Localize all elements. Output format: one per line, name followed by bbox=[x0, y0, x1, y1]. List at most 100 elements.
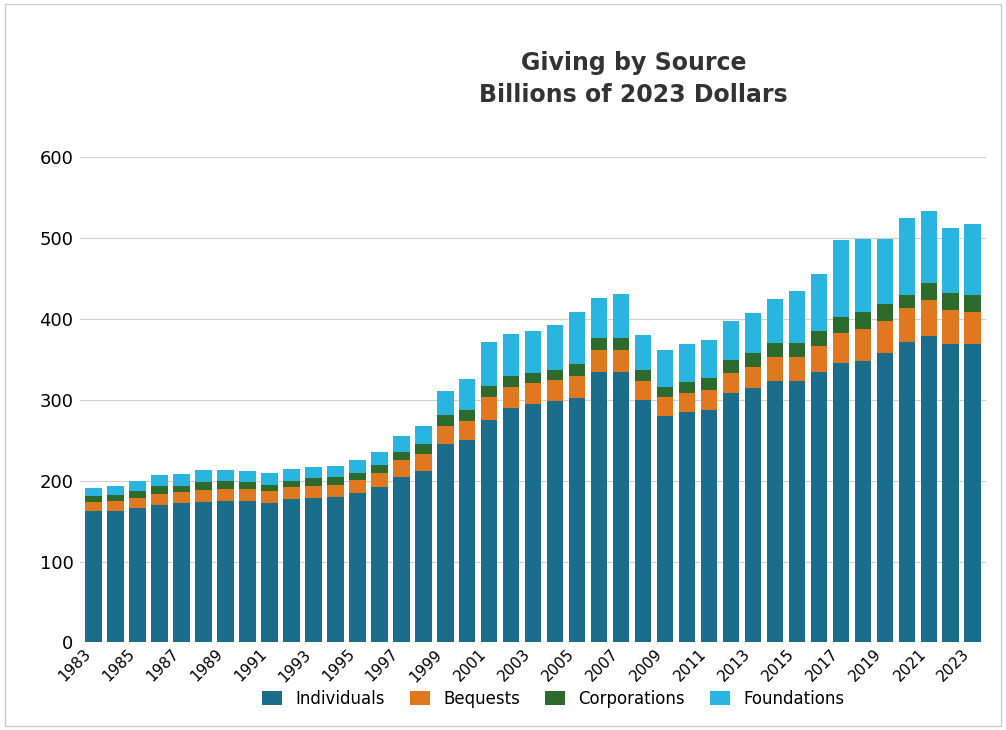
Bar bbox=[349, 472, 365, 480]
Bar bbox=[349, 461, 365, 472]
Bar bbox=[130, 498, 146, 508]
Bar bbox=[217, 470, 233, 482]
Bar bbox=[239, 483, 256, 489]
Bar bbox=[789, 381, 805, 642]
Bar bbox=[415, 426, 432, 445]
Bar bbox=[811, 331, 827, 345]
Bar bbox=[349, 480, 365, 493]
Bar bbox=[173, 492, 190, 503]
Bar bbox=[371, 465, 387, 473]
Bar bbox=[811, 345, 827, 372]
Bar bbox=[305, 478, 322, 485]
Bar bbox=[767, 357, 783, 381]
Bar bbox=[415, 454, 432, 471]
Bar bbox=[459, 410, 476, 420]
Bar bbox=[722, 360, 739, 373]
Bar bbox=[284, 487, 300, 499]
Bar bbox=[613, 339, 630, 350]
Bar bbox=[86, 502, 102, 510]
Bar bbox=[547, 370, 563, 380]
Bar bbox=[86, 488, 102, 496]
Bar bbox=[722, 393, 739, 642]
Bar bbox=[525, 331, 541, 373]
Bar bbox=[108, 501, 124, 510]
Bar bbox=[613, 372, 630, 642]
Bar bbox=[898, 307, 915, 342]
Bar bbox=[876, 320, 893, 353]
Bar bbox=[701, 378, 717, 390]
Bar bbox=[327, 485, 344, 497]
Bar bbox=[613, 350, 630, 372]
Bar bbox=[437, 426, 454, 445]
Bar bbox=[130, 491, 146, 498]
Bar bbox=[327, 466, 344, 477]
Bar bbox=[503, 377, 519, 387]
Bar bbox=[744, 366, 762, 388]
Bar bbox=[898, 342, 915, 642]
Bar bbox=[217, 482, 233, 489]
Bar bbox=[920, 283, 937, 299]
Bar bbox=[767, 381, 783, 642]
Bar bbox=[327, 477, 344, 485]
Bar bbox=[86, 496, 102, 502]
Bar bbox=[459, 420, 476, 440]
Bar bbox=[701, 340, 717, 378]
Bar bbox=[305, 498, 322, 642]
Bar bbox=[876, 353, 893, 642]
Bar bbox=[393, 477, 409, 642]
Bar bbox=[876, 239, 893, 304]
Bar bbox=[833, 239, 849, 317]
Bar bbox=[679, 412, 695, 642]
Bar bbox=[811, 274, 827, 331]
Bar bbox=[635, 335, 651, 370]
Bar bbox=[151, 493, 168, 505]
Bar bbox=[217, 501, 233, 642]
Bar bbox=[854, 312, 871, 328]
Bar bbox=[327, 497, 344, 642]
Bar bbox=[657, 387, 673, 397]
Bar bbox=[943, 344, 959, 642]
Bar bbox=[195, 502, 212, 642]
Bar bbox=[284, 469, 300, 480]
Bar bbox=[679, 344, 695, 382]
Bar bbox=[108, 495, 124, 501]
Bar bbox=[789, 343, 805, 357]
Bar bbox=[965, 312, 981, 344]
Bar bbox=[195, 483, 212, 490]
Bar bbox=[151, 505, 168, 642]
Bar bbox=[437, 415, 454, 426]
Bar bbox=[284, 480, 300, 487]
Bar bbox=[262, 491, 278, 503]
Bar bbox=[503, 334, 519, 377]
Bar bbox=[437, 391, 454, 415]
Bar bbox=[789, 291, 805, 343]
Bar bbox=[965, 295, 981, 312]
Bar bbox=[305, 467, 322, 478]
Text: Giving by Source
Billions of 2023 Dollars: Giving by Source Billions of 2023 Dollar… bbox=[480, 51, 788, 107]
Bar bbox=[547, 402, 563, 642]
Bar bbox=[854, 328, 871, 361]
Bar bbox=[701, 410, 717, 642]
Bar bbox=[371, 487, 387, 642]
Bar bbox=[415, 471, 432, 642]
Bar bbox=[284, 499, 300, 642]
Bar bbox=[943, 310, 959, 344]
Bar bbox=[262, 473, 278, 485]
Bar bbox=[262, 485, 278, 491]
Bar bbox=[437, 445, 454, 642]
Bar bbox=[920, 299, 937, 336]
Bar bbox=[943, 293, 959, 310]
Bar bbox=[568, 398, 585, 642]
Bar bbox=[744, 353, 762, 366]
Bar bbox=[920, 336, 937, 642]
Bar bbox=[568, 364, 585, 375]
Bar bbox=[568, 312, 585, 364]
Bar bbox=[393, 461, 409, 477]
Bar bbox=[217, 489, 233, 501]
Bar bbox=[151, 475, 168, 486]
Bar bbox=[239, 489, 256, 501]
Bar bbox=[393, 452, 409, 461]
Bar bbox=[854, 361, 871, 642]
Bar bbox=[239, 501, 256, 642]
Bar bbox=[744, 388, 762, 642]
